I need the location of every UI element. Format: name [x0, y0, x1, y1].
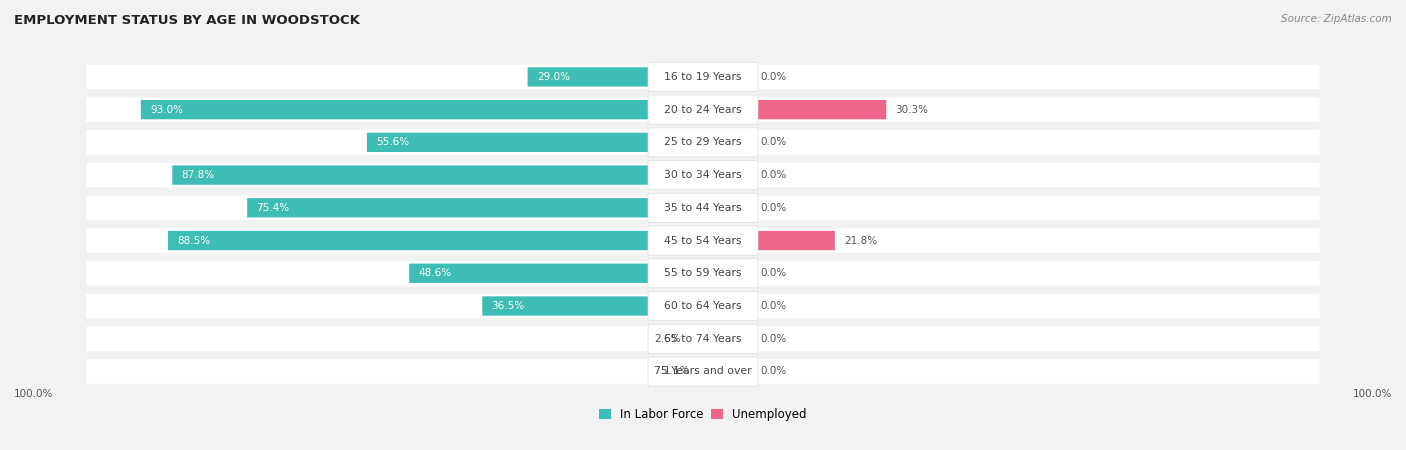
Text: 36.5%: 36.5%: [492, 301, 524, 311]
FancyBboxPatch shape: [648, 357, 758, 386]
FancyBboxPatch shape: [86, 326, 1320, 351]
Text: 55.6%: 55.6%: [375, 137, 409, 147]
FancyBboxPatch shape: [648, 63, 758, 91]
Text: 65 to 74 Years: 65 to 74 Years: [664, 334, 742, 344]
Text: 60 to 64 Years: 60 to 64 Years: [664, 301, 742, 311]
FancyBboxPatch shape: [648, 193, 758, 222]
Legend: In Labor Force, Unemployed: In Labor Force, Unemployed: [599, 408, 807, 421]
FancyBboxPatch shape: [703, 166, 751, 185]
Text: 87.8%: 87.8%: [181, 170, 215, 180]
FancyBboxPatch shape: [86, 228, 1320, 253]
FancyBboxPatch shape: [703, 100, 886, 119]
Text: 88.5%: 88.5%: [177, 235, 211, 246]
Text: 0.0%: 0.0%: [761, 301, 787, 311]
FancyBboxPatch shape: [86, 97, 1320, 122]
Text: EMPLOYMENT STATUS BY AGE IN WOODSTOCK: EMPLOYMENT STATUS BY AGE IN WOODSTOCK: [14, 14, 360, 27]
FancyBboxPatch shape: [367, 133, 703, 152]
Text: 45 to 54 Years: 45 to 54 Years: [664, 235, 742, 246]
Text: 0.0%: 0.0%: [761, 203, 787, 213]
Text: 55 to 59 Years: 55 to 59 Years: [664, 268, 742, 278]
Text: 75 Years and over: 75 Years and over: [654, 366, 752, 377]
FancyBboxPatch shape: [703, 198, 751, 217]
FancyBboxPatch shape: [703, 362, 751, 381]
FancyBboxPatch shape: [703, 329, 751, 348]
Text: 25 to 29 Years: 25 to 29 Years: [664, 137, 742, 147]
FancyBboxPatch shape: [648, 259, 758, 288]
FancyBboxPatch shape: [173, 166, 703, 185]
Text: 0.0%: 0.0%: [761, 366, 787, 377]
FancyBboxPatch shape: [688, 329, 703, 348]
FancyBboxPatch shape: [696, 362, 703, 381]
Text: 100.0%: 100.0%: [14, 389, 53, 399]
FancyBboxPatch shape: [86, 196, 1320, 220]
FancyBboxPatch shape: [703, 231, 835, 250]
Text: 0.0%: 0.0%: [761, 170, 787, 180]
Text: 16 to 19 Years: 16 to 19 Years: [664, 72, 742, 82]
FancyBboxPatch shape: [648, 128, 758, 157]
Text: 75.4%: 75.4%: [256, 203, 290, 213]
Text: 0.0%: 0.0%: [761, 334, 787, 344]
FancyBboxPatch shape: [703, 297, 751, 315]
Text: 2.6%: 2.6%: [655, 334, 682, 344]
FancyBboxPatch shape: [648, 226, 758, 255]
FancyBboxPatch shape: [169, 231, 703, 250]
Text: 29.0%: 29.0%: [537, 72, 569, 82]
FancyBboxPatch shape: [86, 163, 1320, 187]
FancyBboxPatch shape: [648, 324, 758, 353]
FancyBboxPatch shape: [482, 297, 703, 315]
Text: 100.0%: 100.0%: [1353, 389, 1392, 399]
FancyBboxPatch shape: [86, 261, 1320, 286]
Text: 35 to 44 Years: 35 to 44 Years: [664, 203, 742, 213]
FancyBboxPatch shape: [141, 100, 703, 119]
FancyBboxPatch shape: [648, 95, 758, 124]
Text: 93.0%: 93.0%: [150, 105, 183, 115]
FancyBboxPatch shape: [703, 264, 751, 283]
FancyBboxPatch shape: [409, 264, 703, 283]
FancyBboxPatch shape: [86, 359, 1320, 384]
Text: 20 to 24 Years: 20 to 24 Years: [664, 105, 742, 115]
Text: 30.3%: 30.3%: [896, 105, 928, 115]
Text: 0.0%: 0.0%: [761, 72, 787, 82]
FancyBboxPatch shape: [86, 294, 1320, 318]
Text: 0.0%: 0.0%: [761, 268, 787, 278]
Text: 21.8%: 21.8%: [844, 235, 877, 246]
Text: 1.1%: 1.1%: [664, 366, 690, 377]
Text: Source: ZipAtlas.com: Source: ZipAtlas.com: [1281, 14, 1392, 23]
FancyBboxPatch shape: [703, 67, 751, 86]
FancyBboxPatch shape: [703, 133, 751, 152]
Text: 0.0%: 0.0%: [761, 137, 787, 147]
Text: 30 to 34 Years: 30 to 34 Years: [664, 170, 742, 180]
Text: 48.6%: 48.6%: [419, 268, 451, 278]
FancyBboxPatch shape: [247, 198, 703, 217]
FancyBboxPatch shape: [86, 65, 1320, 89]
FancyBboxPatch shape: [648, 161, 758, 189]
FancyBboxPatch shape: [648, 292, 758, 320]
FancyBboxPatch shape: [86, 130, 1320, 155]
FancyBboxPatch shape: [527, 67, 703, 86]
